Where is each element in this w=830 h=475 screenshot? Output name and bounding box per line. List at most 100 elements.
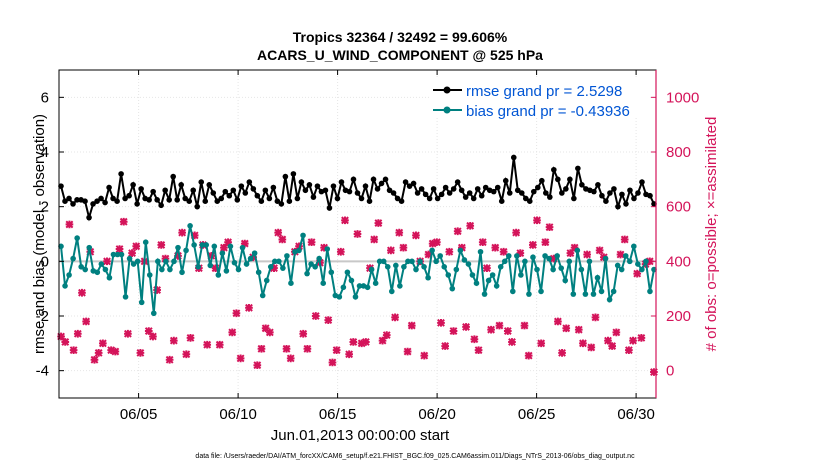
rmse-point [418, 186, 425, 192]
obs-assimilated-marker [219, 243, 228, 252]
bias-point [578, 266, 585, 273]
bias-point [372, 280, 379, 287]
rmse-point [526, 198, 533, 204]
rmse-point [362, 183, 369, 189]
obs-assimilated-marker [503, 327, 512, 335]
bias-point [142, 239, 149, 245]
obs-assimilated-marker [236, 354, 245, 363]
obs-assimilated-marker [115, 245, 124, 253]
bias-point [542, 253, 548, 259]
rmse-point [110, 195, 116, 202]
bias-point [622, 253, 629, 259]
bias-point [304, 270, 310, 277]
obs-assimilated-marker [282, 344, 291, 353]
bias-point [259, 292, 266, 299]
bias-point [328, 269, 335, 276]
rmse-point [334, 195, 341, 202]
obs-assimilated-marker [186, 333, 195, 342]
bias-point [550, 266, 556, 273]
rmse-point [330, 183, 337, 189]
obs-assimilated-marker [374, 219, 383, 227]
rmse-point [290, 171, 297, 177]
bias-point [558, 265, 565, 271]
bias-point [300, 232, 306, 239]
rmse-point [310, 194, 317, 200]
bias-point [388, 288, 395, 295]
obs-assimilated-marker [604, 336, 612, 345]
bias-point [102, 266, 109, 273]
rmse-point [226, 192, 233, 199]
obs-assimilated-marker [215, 340, 224, 349]
rmse-point [635, 190, 641, 196]
bias-point [481, 291, 488, 297]
rmse-point [466, 190, 473, 196]
footer-datafile: data file: /Users/raeder/DAI/ATM_forcXX/… [195, 453, 635, 460]
obs-assimilated-marker [73, 329, 82, 338]
obs-assimilated-marker [466, 221, 475, 230]
obs-assimilated-marker [153, 286, 162, 294]
rmse-point [282, 173, 289, 180]
obs-assimilated-marker [412, 231, 420, 240]
rmse-point [262, 187, 269, 194]
rmse-point [326, 205, 333, 211]
rmse-point [494, 184, 501, 191]
obs-assimilated-marker [520, 321, 529, 330]
rmse-point [506, 190, 513, 196]
rmse-point [166, 197, 172, 203]
bias-point [276, 258, 282, 265]
bias-point [146, 272, 153, 278]
bias-point [530, 254, 536, 261]
obs-assimilated-marker [470, 335, 479, 344]
rmse-point [70, 201, 76, 207]
rmse-point [242, 190, 249, 196]
obs-assimilated-marker [211, 264, 220, 273]
obs-assimilated-marker [549, 254, 558, 263]
rmse-point [82, 198, 88, 204]
obs-assimilated-marker [165, 355, 174, 364]
obs-assimilated-marker [224, 238, 232, 247]
bias-point [590, 291, 597, 297]
bias-point [78, 264, 84, 270]
bias-point [562, 277, 569, 284]
obs-assimilated-marker [353, 230, 362, 238]
legend-box [430, 78, 650, 118]
obs-assimilated-marker [174, 251, 182, 260]
bias-point [457, 247, 464, 254]
rmse-point [450, 186, 457, 192]
obs-assimilated-marker [445, 247, 454, 256]
bias-point [255, 269, 262, 276]
rmse-point [615, 203, 621, 210]
bias-point [417, 258, 423, 265]
bias-point [514, 253, 520, 259]
rmse-point [138, 186, 144, 192]
bias-point [429, 247, 435, 254]
obs-assimilated-marker [512, 228, 521, 237]
bias-point [489, 272, 496, 278]
bias-point [546, 255, 552, 262]
rmse-point [358, 195, 365, 202]
obs-assimilated-marker [303, 344, 312, 353]
bias-point [409, 258, 415, 265]
obs-assimilated-marker [265, 328, 274, 337]
obs-assimilated-marker [432, 238, 441, 247]
bias-point [155, 258, 161, 265]
bias-point [86, 244, 93, 251]
rmse-point [246, 179, 253, 185]
bias-point [280, 265, 286, 271]
bias-point [425, 274, 431, 281]
rmse-point [270, 184, 277, 191]
rmse-point [350, 176, 357, 183]
bias-point [570, 291, 577, 297]
obs-assimilated-marker [228, 328, 237, 337]
rmse-point [514, 187, 521, 194]
rmse-point [238, 183, 245, 189]
obs-assimilated-marker [128, 249, 136, 258]
bias-point [493, 283, 500, 289]
rmse-point [555, 176, 561, 183]
bias-point [526, 291, 532, 297]
bias-point [522, 258, 528, 265]
bias-point [239, 244, 246, 251]
obs-assimilated-marker [357, 339, 366, 348]
bias-point [284, 253, 290, 259]
bias-point [501, 258, 508, 265]
